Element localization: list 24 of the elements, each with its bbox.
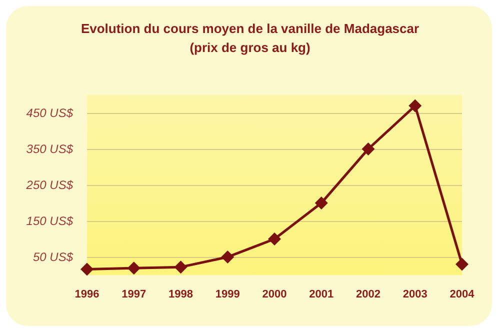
x-tick-label: 1998 [168, 288, 193, 300]
x-tick-label: 2002 [356, 288, 380, 300]
point [80, 262, 94, 276]
chart-title: Evolution du cours moyen de la vanille de Madagascar (prix de gros au kg) [80, 21, 420, 55]
point [362, 142, 375, 156]
x-tick-label: 2001 [309, 288, 334, 300]
y-tick-label: 50 US$ [32, 250, 74, 264]
point [221, 250, 234, 264]
point [174, 260, 188, 274]
x-tick-label: 2004 [450, 288, 476, 300]
y-tick-label: 150 US$ [26, 214, 74, 228]
point [268, 232, 281, 246]
point [456, 258, 468, 271]
x-tick-label: 1999 [215, 288, 240, 300]
point [127, 262, 140, 275]
x-tick-label: 2003 [402, 288, 428, 300]
x-tick-label: 2000 [262, 288, 287, 300]
y-tick-label: 250 US$ [25, 178, 74, 192]
x-tick-label: 1996 [74, 288, 100, 300]
y-tick-label: 450 US$ [26, 106, 74, 120]
point [408, 99, 422, 112]
point [314, 196, 328, 210]
x-tick-label: 1997 [122, 288, 146, 300]
y-tick-label: 350 US$ [26, 142, 74, 156]
